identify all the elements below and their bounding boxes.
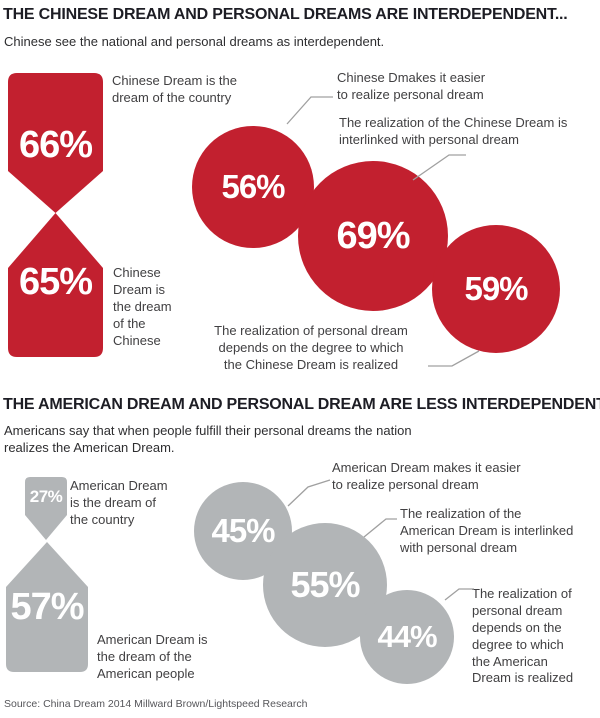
leader-chinese-depends bbox=[428, 350, 480, 367]
banner-down-icon bbox=[8, 73, 103, 213]
chinese-people-banner: 65% bbox=[8, 213, 103, 357]
leader-chinese-easier bbox=[286, 96, 333, 125]
american-bubble-easier-label: American Dream makes it easier to realiz… bbox=[332, 460, 521, 492]
american-section-subtitle: Americans say that when people fulfill t… bbox=[4, 423, 412, 456]
chinese-bubble-interlinked-value: 69% bbox=[336, 214, 410, 257]
source-credit: Source: China Dream 2014 Millward Brown/… bbox=[4, 698, 308, 710]
chinese-country-value: 66% bbox=[18, 124, 93, 166]
chinese-bubble-easier-value: 56% bbox=[221, 168, 285, 205]
chinese-bubble-easier: 56% bbox=[192, 126, 314, 248]
american-bubble-depends: 44% bbox=[360, 590, 454, 684]
leader-american-depends bbox=[444, 588, 474, 601]
american-bubble-depends-label: The realization of personal dream depend… bbox=[472, 586, 574, 686]
chinese-people-label: Chinese Dream is the dream of the Chines… bbox=[113, 265, 172, 348]
american-bubble-depends-value: 44% bbox=[377, 619, 437, 654]
chinese-country-banner: 66% bbox=[8, 73, 103, 213]
chinese-bubble-depends-value: 59% bbox=[464, 270, 528, 307]
chinese-country-label: Chinese Dream is the dream of the countr… bbox=[112, 73, 237, 105]
american-country-banner: 27% bbox=[25, 477, 67, 540]
leader-chinese-interlinked bbox=[412, 154, 466, 181]
leader-american-easier bbox=[287, 479, 331, 507]
american-people-value: 57% bbox=[10, 586, 84, 628]
chinese-bubble-depends-label: The realization of personal dream depend… bbox=[214, 323, 408, 372]
chinese-bubble-easier-label: Chinese Dmakes it easier to realize pers… bbox=[337, 70, 486, 102]
american-bubble-interlinked-value: 55% bbox=[290, 564, 360, 605]
banner-up-icon bbox=[8, 213, 103, 357]
american-section-title: THE AMERICAN DREAM AND PERSONAL DREAM AR… bbox=[3, 396, 600, 413]
chinese-people-value: 65% bbox=[18, 261, 93, 303]
american-country-value: 27% bbox=[29, 487, 63, 506]
american-people-banner: 57% bbox=[6, 542, 88, 672]
chinese-section-subtitle: Chinese see the national and personal dr… bbox=[4, 34, 385, 49]
banner-down-icon bbox=[25, 477, 67, 540]
american-country-label: American Dream is the dream of the count… bbox=[70, 478, 168, 527]
american-bubble-easier-value: 45% bbox=[211, 512, 275, 549]
chinese-bubble-depends: 59% bbox=[432, 225, 560, 353]
banner-up-icon bbox=[6, 542, 88, 672]
chinese-bubble-interlinked: 69% bbox=[298, 161, 448, 311]
chinese-section-title: THE CHINESE DREAM AND PERSONAL DREAMS AR… bbox=[3, 6, 568, 23]
leader-american-interlinked bbox=[363, 518, 397, 538]
chinese-bubble-interlinked-label: The realization of the Chinese Dream is … bbox=[339, 115, 568, 147]
american-people-label: American Dream is the dream of the Ameri… bbox=[97, 632, 208, 681]
american-bubble-interlinked-label: The realization of the American Dream is… bbox=[400, 506, 574, 555]
